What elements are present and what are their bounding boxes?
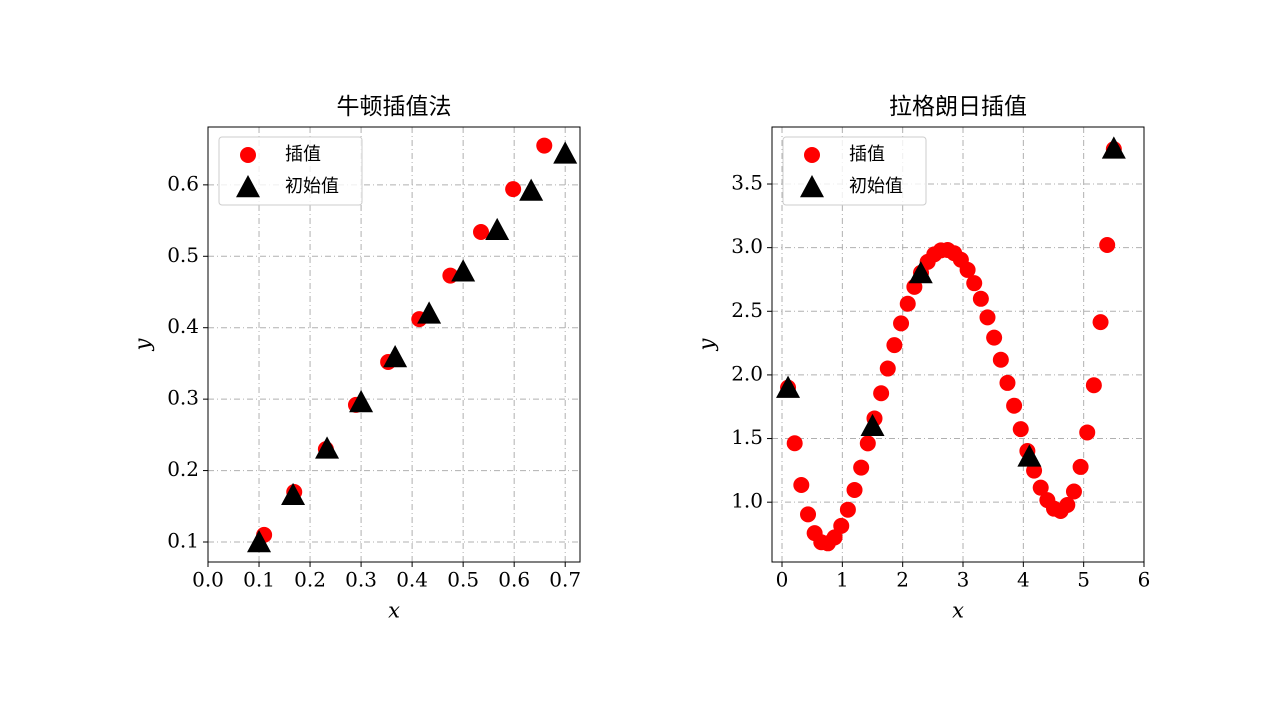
- triangle-marker: [553, 141, 578, 164]
- circle-marker: [1032, 479, 1049, 496]
- legend-label: 初始值: [849, 176, 903, 197]
- circle-marker: [859, 435, 876, 452]
- circle-marker: [536, 137, 553, 154]
- y-tick-label: 2.0: [731, 361, 763, 385]
- triangle-marker: [315, 436, 340, 459]
- x-tick-label: 0.0: [192, 568, 224, 592]
- circle-marker: [786, 435, 803, 452]
- y-tick-label: 0.3: [167, 386, 199, 410]
- x-tick-label: 4: [1017, 568, 1030, 592]
- triangle-marker: [485, 217, 510, 241]
- y-tick-label: 0.1: [167, 529, 199, 553]
- circle-marker: [826, 529, 843, 546]
- circle-marker: [505, 181, 522, 198]
- circle-marker: [893, 315, 910, 332]
- triangle-marker: [1017, 444, 1042, 467]
- circle-marker: [793, 477, 810, 494]
- x-tick-label: 3: [957, 568, 970, 592]
- circle-marker: [240, 147, 256, 163]
- circle-marker: [986, 329, 1003, 346]
- circle-marker: [879, 360, 896, 377]
- circle-marker: [1006, 397, 1023, 414]
- circle-marker: [1026, 462, 1043, 479]
- circle-marker: [804, 147, 820, 163]
- circle-marker: [1092, 314, 1109, 331]
- circle-marker: [992, 351, 1009, 368]
- x-tick-label: 0.5: [447, 568, 479, 592]
- legend-label: 初始值: [285, 176, 339, 197]
- x-tick-label: 0.1: [243, 568, 275, 592]
- circle-marker: [1012, 421, 1029, 438]
- y-axis-label: y: [131, 337, 155, 351]
- y-tick-label: 3.0: [731, 234, 763, 258]
- x-tick-label: 2: [896, 568, 909, 592]
- triangle-marker: [236, 175, 260, 198]
- circle-marker: [873, 385, 890, 402]
- x-tick-label: 0: [776, 568, 789, 592]
- y-tick-label: 0.4: [167, 314, 199, 338]
- circle-marker: [1079, 424, 1096, 441]
- chart-title: 拉格朗日插值: [889, 94, 1027, 120]
- circle-marker: [1085, 377, 1102, 394]
- circle-marker: [966, 275, 983, 292]
- y-tick-label: 0.6: [167, 171, 199, 195]
- legend-label: 插值: [285, 144, 321, 165]
- circle-marker: [853, 459, 870, 476]
- x-tick-label: 5: [1077, 568, 1090, 592]
- x-tick-label: 1: [836, 568, 849, 592]
- axes-frame: [207, 126, 581, 563]
- circle-marker: [1065, 483, 1082, 500]
- circle-marker: [839, 501, 856, 518]
- y-tick-label: 1.5: [731, 425, 763, 449]
- circle-marker: [999, 374, 1016, 391]
- y-tick-label: 2.5: [731, 298, 763, 322]
- legend-label: 插值: [849, 144, 885, 165]
- circle-marker: [979, 309, 996, 326]
- triangle-marker: [800, 175, 824, 198]
- triangle-marker: [908, 261, 933, 284]
- triangle-marker: [519, 178, 544, 201]
- x-axis-label: x: [388, 599, 400, 623]
- circle-marker: [886, 337, 903, 354]
- x-tick-label: 0.7: [549, 568, 581, 592]
- triangle-marker: [383, 345, 408, 368]
- circle-marker: [1099, 236, 1116, 253]
- triangle-marker: [860, 413, 885, 437]
- circle-marker: [473, 224, 490, 240]
- triangle-marker: [349, 390, 374, 413]
- triangle-marker: [281, 482, 306, 506]
- circle-marker: [800, 506, 817, 523]
- x-tick-label: 0.2: [294, 568, 326, 592]
- y-tick-label: 1.0: [731, 489, 763, 513]
- circle-marker: [1059, 496, 1076, 513]
- circle-marker: [959, 261, 976, 278]
- chart-title: 牛顿插值法: [337, 94, 452, 120]
- circle-marker: [846, 481, 863, 498]
- axes-frame: [771, 126, 1145, 563]
- x-axis-label: x: [952, 599, 964, 623]
- triangle-marker: [776, 375, 801, 398]
- circle-marker: [899, 295, 916, 312]
- circle-marker: [833, 517, 850, 534]
- y-axis-label: y: [695, 337, 719, 351]
- triangle-marker: [451, 259, 476, 282]
- circle-marker: [1072, 458, 1089, 475]
- y-tick-label: 3.5: [731, 171, 763, 195]
- x-tick-label: 0.4: [396, 568, 428, 592]
- triangle-marker: [417, 301, 442, 324]
- x-tick-label: 6: [1138, 568, 1151, 592]
- triangle-marker: [1101, 136, 1126, 159]
- y-tick-label: 0.5: [167, 243, 199, 267]
- x-tick-label: 0.3: [345, 568, 377, 592]
- y-tick-label: 0.2: [167, 457, 199, 481]
- x-tick-label: 0.6: [498, 568, 530, 592]
- triangle-marker: [247, 530, 272, 553]
- circle-marker: [972, 290, 989, 307]
